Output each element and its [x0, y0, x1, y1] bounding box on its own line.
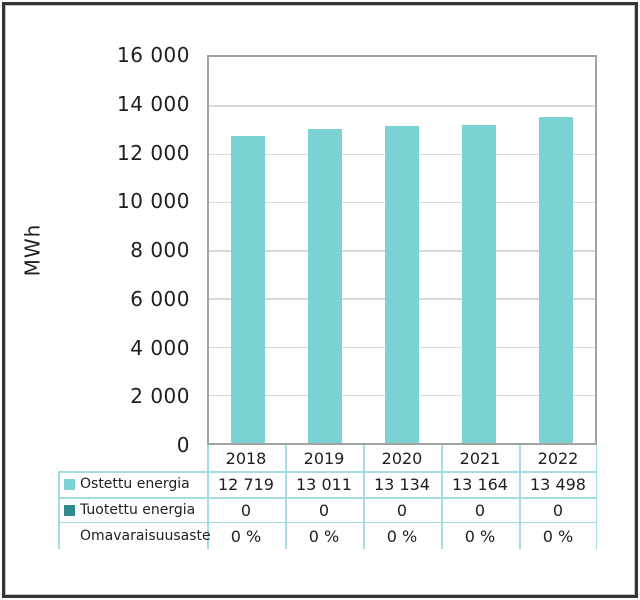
value-cell: 0 [474, 501, 486, 520]
data-table: 2018 2019 2020 2021 2022 Ostettu energia 12 71… [58, 445, 597, 549]
value-cell: 0 % [230, 527, 262, 546]
value-cell: 0 % [542, 527, 574, 546]
value-cell: 0 % [308, 527, 340, 546]
y-tick-label: 12 000 [117, 140, 190, 165]
y-tick-label: 0 [176, 433, 190, 457]
y-axis-tick-labels: 16 000 14 000 12 000 10 000 8 000 6 000 4 000 2… [50, 43, 190, 457]
y-tick-label: 4 000 [130, 335, 190, 360]
bar-ostettu-energia-2019 [307, 129, 342, 443]
series-name: Tuotettu energia [80, 502, 196, 518]
value-cell: 0 [396, 501, 408, 520]
year-cell: 2018 [225, 449, 267, 468]
y-tick-label: 6 000 [130, 286, 190, 311]
table-row-divider [58, 471, 597, 473]
legend-key-placeholder [64, 531, 75, 542]
bar-ostettu-energia-2022 [539, 117, 574, 443]
legend-row-label: Tuotettu energia [58, 497, 207, 523]
y-axis-title-label: MWh [20, 223, 44, 277]
legend-key-ostettu-energia [64, 478, 75, 490]
y-tick-label: 16 000 [117, 43, 190, 67]
year-cell: 2020 [381, 449, 423, 468]
y-tick-label: 2 000 [130, 384, 190, 409]
bar-ostettu-energia-2018 [230, 136, 265, 443]
year-cell: 2021 [459, 449, 501, 468]
value-cell: 12 719 [218, 475, 274, 494]
y-tick-label: 8 000 [130, 238, 190, 262]
value-cell: 0 [240, 501, 252, 520]
plot-area [207, 55, 597, 445]
legend-key-tuotettu-energia [64, 504, 75, 516]
series-name: Omavaraisuusaste [80, 528, 211, 544]
value-cell: 0 % [464, 527, 496, 546]
value-cell: 13 134 [374, 475, 430, 494]
legend-row-label: Ostettu energia [58, 471, 207, 497]
y-axis-title: MWh [12, 55, 52, 445]
table-left-border [58, 471, 60, 549]
value-cell: 0 [552, 501, 564, 520]
value-cell: 13 011 [296, 475, 352, 494]
y-tick-label: 14 000 [117, 91, 190, 116]
bar-ostettu-energia-2021 [462, 125, 497, 443]
value-cell: 13 498 [530, 475, 586, 494]
y-tick-label: 10 000 [117, 189, 190, 214]
year-cell: 2022 [537, 449, 579, 468]
value-cell: 13 164 [452, 475, 508, 494]
year-cell: 2019 [303, 449, 345, 468]
value-cell: 0 % [386, 527, 418, 546]
legend-row-label: Omavaraisuusaste [58, 523, 211, 549]
series-name: Ostettu energia [80, 476, 190, 492]
table-row-divider [58, 521, 597, 523]
bar-ostettu-energia-2020 [385, 126, 419, 443]
value-cell: 0 [318, 501, 330, 520]
gridline [209, 105, 595, 107]
table-row-divider [58, 497, 597, 499]
